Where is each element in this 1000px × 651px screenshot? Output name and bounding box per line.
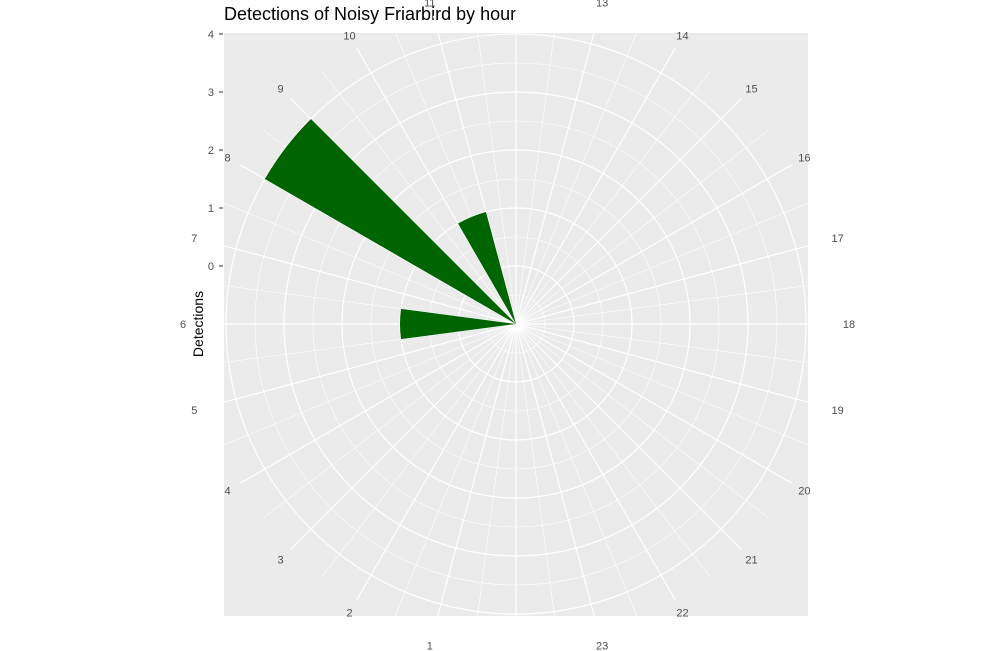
minor-grid-spoke: [221, 201, 517, 325]
minor-grid-spoke: [515, 282, 833, 325]
hour-label: 1: [427, 641, 433, 651]
hour-label: 21: [745, 554, 757, 566]
major-grid-spoke: [355, 47, 517, 325]
chart-title: Detections of Noisy Friarbird by hour: [224, 4, 517, 24]
minor-grid-spoke: [515, 129, 770, 325]
hour-label: 14: [676, 31, 688, 43]
minor-grid-spoke: [515, 323, 639, 619]
minor-grid-spoke: [515, 323, 833, 366]
minor-grid-spoke: [515, 201, 811, 325]
y-tick-label: 0: [208, 261, 214, 273]
hour-label: 16: [798, 153, 810, 165]
hour-label: 11: [424, 0, 435, 9]
hour-label: 5: [191, 405, 197, 417]
minor-grid-spoke: [515, 70, 711, 325]
minor-grid-spoke: [515, 323, 811, 447]
minor-grid-spoke: [321, 323, 517, 578]
minor-grid-spoke: [515, 323, 711, 578]
major-grid-spoke: [515, 323, 600, 633]
y-tick-label: 3: [208, 87, 214, 99]
hour-label: 7: [191, 233, 197, 245]
hour-label: 3: [277, 554, 283, 566]
minor-grid-spoke: [515, 7, 558, 325]
minor-grid-spoke: [515, 29, 639, 325]
minor-grid-spoke: [515, 323, 558, 641]
hour-label: 23: [596, 641, 608, 651]
hour-label: 4: [225, 486, 231, 498]
hour-label: 15: [745, 84, 757, 96]
y-axis: 0 1 2 3 4: [208, 29, 223, 273]
grid-layer: [197, 5, 835, 643]
bar-hour-10_5: [458, 211, 516, 324]
major-grid-spoke: [355, 323, 517, 601]
y-tick-label: 4: [208, 29, 214, 41]
hour-label: 8: [225, 153, 231, 165]
major-grid-spoke: [207, 323, 517, 408]
minor-grid-spoke: [321, 70, 517, 325]
hour-label: 2: [346, 607, 352, 619]
bar-layer: [264, 118, 516, 340]
major-grid-spoke: [515, 15, 600, 325]
major-grid-spoke: [515, 323, 825, 408]
major-grid-spoke: [290, 323, 517, 550]
major-grid-spoke: [515, 323, 677, 601]
major-grid-spoke: [515, 47, 677, 325]
hour-label: 20: [798, 486, 810, 498]
major-grid-spoke: [515, 323, 742, 550]
minor-grid-spoke: [515, 323, 770, 519]
minor-grid-spoke: [393, 323, 517, 619]
hour-label: 9: [277, 84, 283, 96]
hour-label: 6: [180, 319, 186, 331]
bar-hour-6: [399, 308, 516, 340]
major-grid-spoke: [207, 240, 517, 325]
y-tick-label: 1: [208, 203, 214, 215]
minor-grid-spoke: [221, 323, 517, 447]
bar-hour-8_5: [264, 118, 516, 325]
major-grid-spoke: [515, 163, 793, 325]
major-grid-spoke: [239, 323, 517, 485]
hour-label: 22: [676, 607, 688, 619]
hour-label: 18: [843, 319, 855, 331]
major-grid-spoke: [515, 323, 793, 485]
minor-grid-spoke: [474, 323, 517, 641]
hour-label: 13: [596, 0, 608, 9]
hour-label: 19: [832, 405, 844, 417]
hour-labels: 0/24123456789101112131415161718192021222…: [180, 0, 855, 651]
hour-label: 10: [343, 31, 355, 43]
major-grid-spoke: [515, 240, 825, 325]
major-grid-spoke: [432, 323, 517, 633]
minor-grid-spoke: [474, 7, 517, 325]
hour-label: 17: [832, 233, 844, 245]
y-axis-title: Detections: [190, 291, 206, 357]
minor-grid-spoke: [262, 323, 517, 519]
y-tick-label: 2: [208, 145, 214, 157]
major-grid-spoke: [515, 98, 742, 325]
